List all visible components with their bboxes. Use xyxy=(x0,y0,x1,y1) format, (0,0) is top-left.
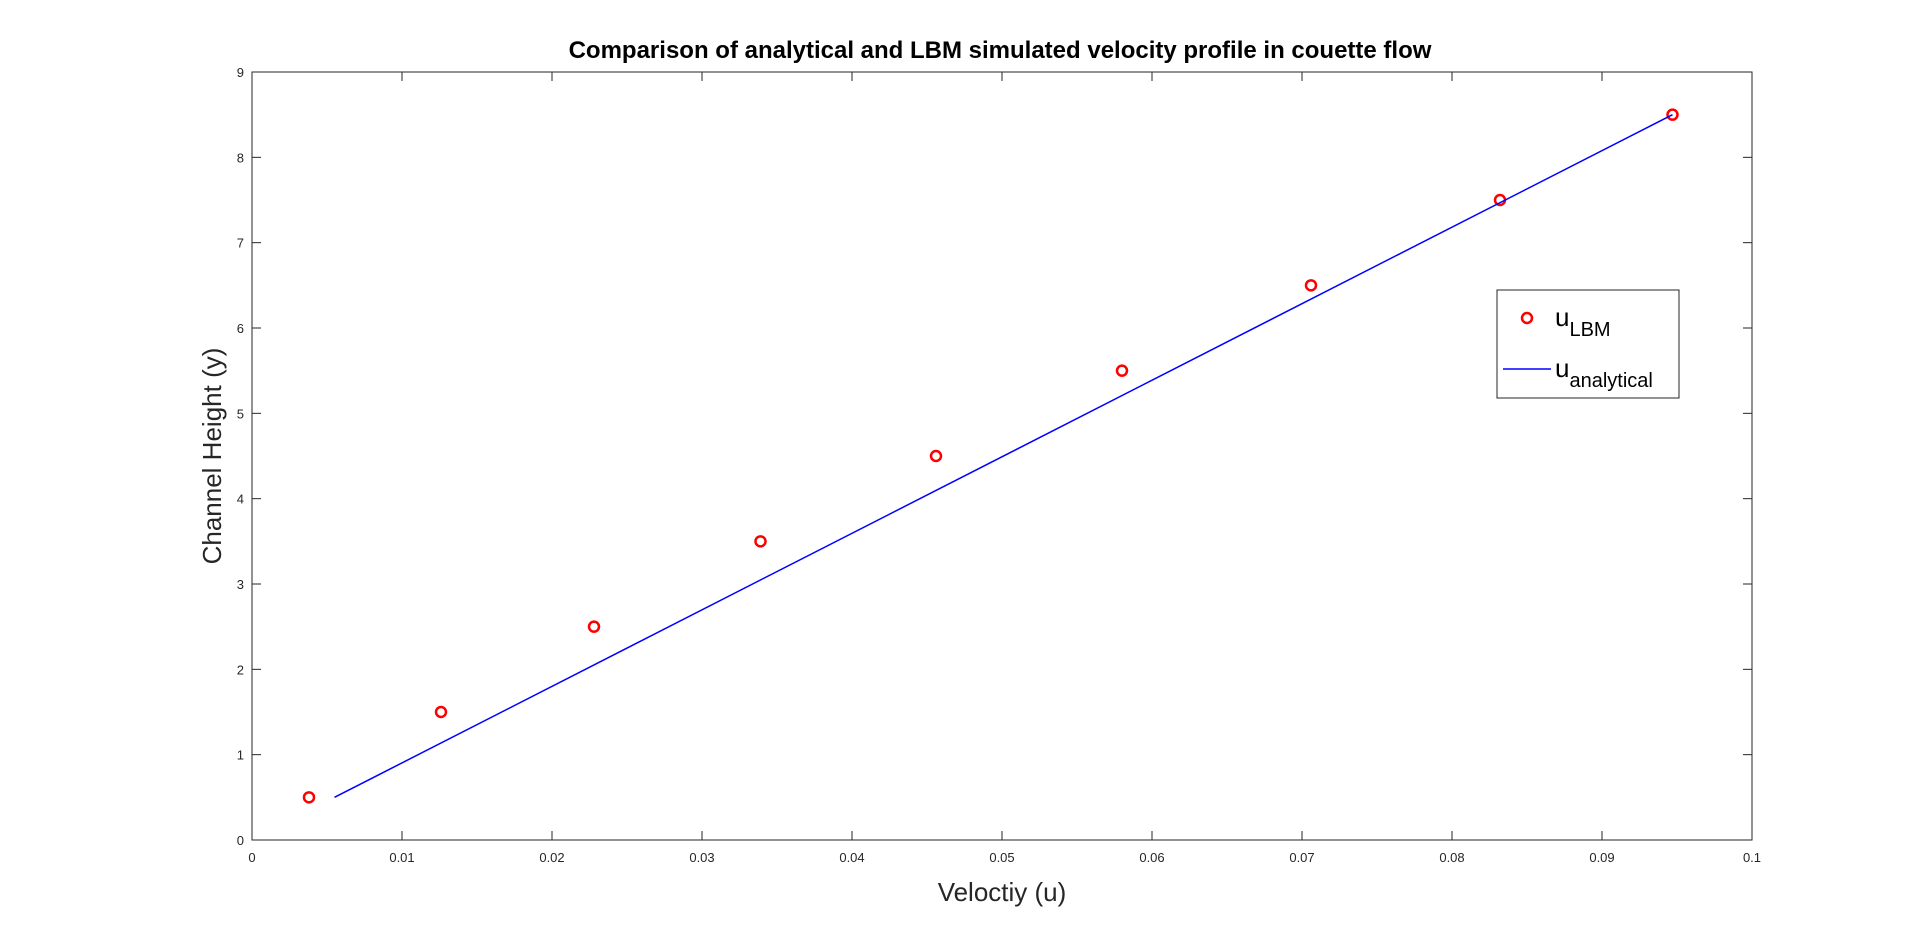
legend-label-lbm: uLBM xyxy=(1555,302,1611,341)
y-tick-label: 2 xyxy=(237,662,244,677)
data-point-lbm xyxy=(1666,108,1679,121)
legend-analytical-sub: analytical xyxy=(1569,370,1652,392)
series-line-analytical xyxy=(334,113,1673,799)
x-tick-label: 0.08 xyxy=(1439,850,1464,865)
x-tick-label: 0.07 xyxy=(1289,850,1314,865)
legend-label-analytical: uanalytical xyxy=(1555,353,1653,392)
x-tick-label: 0.01 xyxy=(389,850,414,865)
x-tick-label: 0.04 xyxy=(839,850,864,865)
data-point-lbm xyxy=(587,620,601,633)
x-tick-label: 0 xyxy=(248,850,255,865)
y-tick-label: 0 xyxy=(237,833,244,848)
data-point-lbm xyxy=(1115,364,1129,377)
data-point-lbm xyxy=(754,535,767,548)
data-point-lbm xyxy=(434,705,448,719)
data-point-lbm xyxy=(1304,279,1318,292)
legend-lbm-base: u xyxy=(1555,302,1569,332)
legend-lbm-sub: LBM xyxy=(1569,319,1610,341)
legend-analytical-base: u xyxy=(1555,353,1569,383)
legend-box xyxy=(1496,289,1680,399)
chart-title: Comparison of analytical and LBM simulat… xyxy=(569,37,1432,64)
x-tick-label: 0.09 xyxy=(1589,850,1614,865)
x-tick-label: 0.02 xyxy=(539,850,564,865)
data-point-lbm xyxy=(929,449,943,463)
x-axis-label: Veloctiy (u) xyxy=(938,877,1067,907)
x-tick-label: 0.1 xyxy=(1743,850,1761,865)
y-tick-label: 4 xyxy=(237,492,244,507)
legend-marker-lbm xyxy=(1520,311,1534,325)
y-tick-label: 1 xyxy=(237,748,244,763)
x-tick-label: 0.03 xyxy=(689,850,714,865)
y-tick-label: 9 xyxy=(237,65,244,80)
x-tick-label: 0.05 xyxy=(989,850,1014,865)
y-tick-label: 7 xyxy=(237,236,244,251)
y-tick-label: 5 xyxy=(237,406,244,421)
data-point-lbm xyxy=(302,791,316,804)
y-tick-label: 8 xyxy=(237,150,244,165)
y-tick-label: 6 xyxy=(237,321,244,336)
legend: uLBM uanalytical xyxy=(1496,289,1680,399)
series-layer xyxy=(302,108,1679,804)
y-axis-label: Channel Height (y) xyxy=(197,348,227,565)
axis-ticks: 0 0.01 0.02 0.03 0.04 0.05 0.06 0.07 0.08 0.09 0.1… xyxy=(237,65,1761,865)
y-tick-label: 3 xyxy=(237,577,244,592)
x-tick-label: 0.06 xyxy=(1139,850,1164,865)
